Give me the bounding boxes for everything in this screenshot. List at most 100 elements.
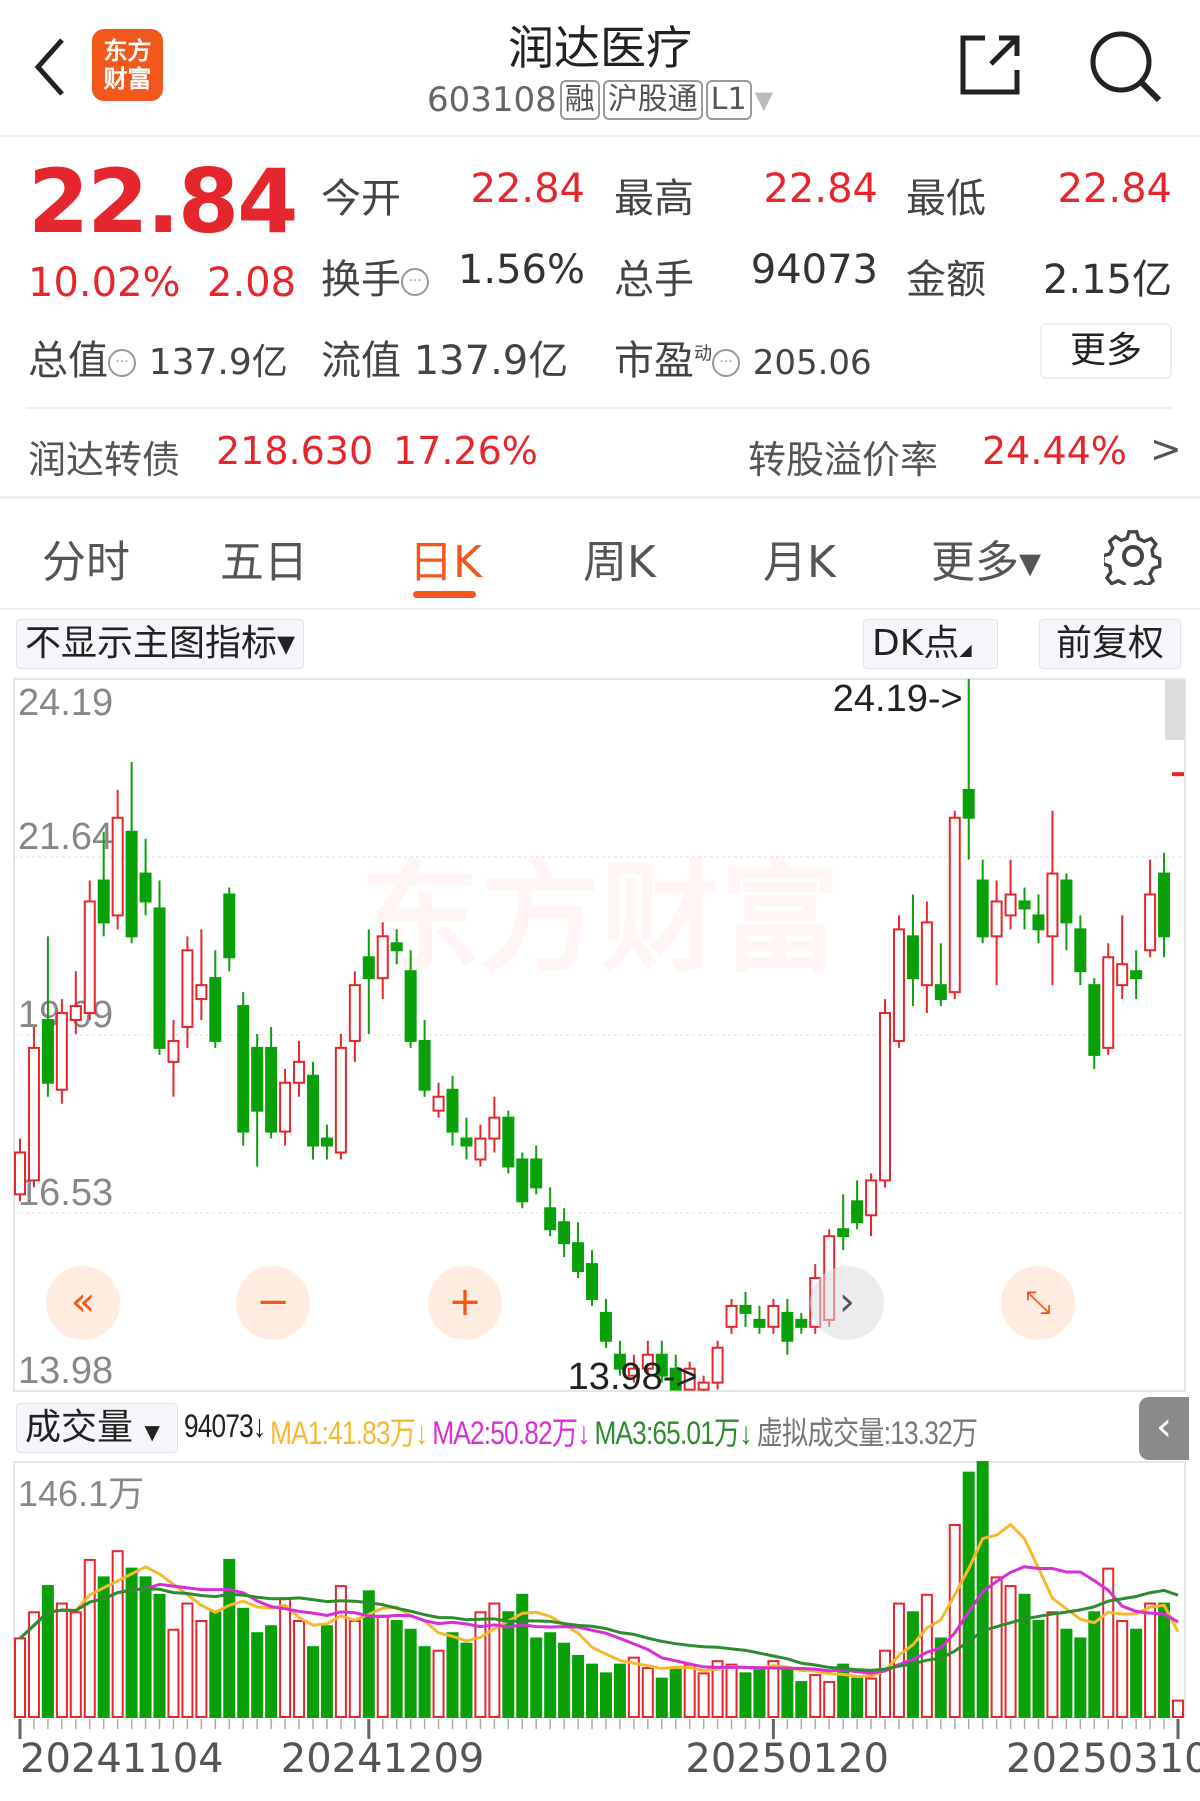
- info-icon[interactable]: ···: [108, 349, 136, 377]
- volume-bar: [167, 1628, 180, 1718]
- volume-bar: [348, 1620, 361, 1718]
- volume-bar: [1046, 1611, 1059, 1718]
- change-amount: 2.08: [207, 260, 297, 306]
- search-button[interactable]: [1085, 26, 1165, 110]
- candle-body: [376, 935, 389, 980]
- bond-pct: 17.26%: [393, 429, 538, 473]
- candle-body: [488, 1116, 501, 1140]
- float-mv-value: 137.9亿: [413, 338, 569, 384]
- candle-body: [851, 1200, 864, 1224]
- volume-bar: [725, 1663, 738, 1719]
- candle-body: [153, 907, 166, 1049]
- more-quote-button[interactable]: 更多: [1040, 323, 1172, 379]
- candle-body: [348, 984, 361, 1042]
- volume-bar: [809, 1674, 822, 1719]
- bond-price: 218.630: [216, 429, 374, 473]
- scroll-left-button[interactable]: «: [46, 1266, 120, 1340]
- volume-bar: [404, 1628, 417, 1718]
- volume-bar: [613, 1663, 626, 1719]
- volume-bar: [962, 1471, 975, 1718]
- volume-chart[interactable]: 146.1万: [0, 1460, 1200, 1740]
- volume-bar: [446, 1632, 459, 1719]
- volume-bar: [181, 1602, 194, 1718]
- zoom-in-button[interactable]: +: [428, 1266, 502, 1340]
- volume-bar: [1032, 1620, 1045, 1718]
- candle-body: [1074, 928, 1087, 973]
- volume-bar: [502, 1611, 515, 1718]
- candle-body: [195, 984, 208, 1001]
- zoom-out-button[interactable]: −: [236, 1266, 310, 1340]
- candle-body: [641, 1353, 654, 1370]
- volume-bar: [111, 1550, 124, 1718]
- back-button[interactable]: [30, 32, 70, 102]
- change-pct: 10.02%: [28, 260, 181, 306]
- app-logo[interactable]: 东方 财富: [92, 29, 163, 101]
- stock-code: 603108: [426, 80, 557, 120]
- tab-monthly-k[interactable]: 月K: [763, 537, 836, 588]
- volume-bar: [1102, 1567, 1115, 1718]
- ma1-value: MA1:41.83万↓: [270, 1415, 428, 1451]
- volume-bar: [767, 1660, 780, 1718]
- margin-tag: 融: [559, 80, 600, 120]
- candle-body: [432, 1095, 445, 1112]
- main-indicator-select[interactable]: 不显示主图指标▾: [16, 619, 305, 669]
- premium-label: 转股溢价率: [748, 438, 939, 482]
- dk-label: DK点: [872, 623, 960, 664]
- candle-body: [530, 1158, 543, 1189]
- volume-bar: [990, 1576, 1003, 1718]
- dk-point-button[interactable]: DK点◢: [863, 619, 998, 669]
- bond-row[interactable]: 润达转债 218.630 17.26% 转股溢价率 24.44% >: [0, 425, 1200, 485]
- share-icon: [960, 35, 1020, 95]
- adjust-select[interactable]: 前复权: [1039, 619, 1181, 669]
- amount-value: 2.15亿: [1042, 257, 1172, 303]
- candle-body: [1018, 900, 1031, 910]
- volume-bar: [488, 1602, 501, 1718]
- settings-button[interactable]: [1101, 527, 1162, 593]
- candle-body: [1004, 893, 1017, 917]
- volume-bar: [139, 1576, 152, 1718]
- candle-body: [516, 1158, 529, 1203]
- volume-bar: [934, 1637, 947, 1718]
- scroll-indicator: [1165, 680, 1185, 740]
- candle-body: [1102, 956, 1115, 1049]
- volume-bar: [655, 1677, 668, 1718]
- scroll-right-button[interactable]: ›: [810, 1266, 884, 1340]
- collapse-panel-button[interactable]: ‹: [1139, 1397, 1189, 1460]
- candle-body: [1172, 772, 1184, 777]
- volume-bar: [781, 1667, 794, 1718]
- turnover-label: 换手 ···: [321, 247, 429, 305]
- candle-body: [697, 1381, 710, 1391]
- candle-body: [627, 1367, 640, 1377]
- candle-body: [446, 1088, 459, 1133]
- candlestick-chart[interactable]: 24.1921.6419.0916.5313.98东方财富24.19->13.9…: [0, 670, 1200, 1400]
- volume-bar: [209, 1611, 222, 1718]
- share-button[interactable]: [955, 30, 1025, 104]
- tab-5day[interactable]: 五日: [220, 537, 308, 588]
- tab-more[interactable]: 更多▾: [931, 537, 1042, 588]
- info-icon[interactable]: ···: [401, 268, 429, 296]
- tab-weekly-k[interactable]: 周K: [583, 537, 656, 588]
- candle-body: [320, 1137, 333, 1147]
- virtual-volume: 虚拟成交量:13.32万: [756, 1415, 978, 1451]
- volume-bar: [1004, 1585, 1017, 1718]
- volume-indicator-select[interactable]: 成交量 ▼: [16, 1403, 178, 1453]
- section-divider: [0, 496, 1200, 499]
- fullscreen-button[interactable]: ⤡: [1001, 1266, 1075, 1340]
- candle-body: [1116, 963, 1129, 987]
- pe-sup: 动: [694, 343, 712, 365]
- tab-intraday[interactable]: 分时: [42, 537, 130, 588]
- last-price: 22.84: [28, 150, 298, 253]
- volume-value: 94073: [750, 247, 878, 293]
- volume-bar: [1158, 1602, 1171, 1718]
- volume-bar: [376, 1614, 389, 1718]
- watermark: 东方财富: [360, 850, 840, 989]
- candle-body: [558, 1221, 571, 1245]
- stock-code-line[interactable]: 603108 融 沪股通 L1 ▼: [0, 80, 1200, 120]
- volume-bar: [683, 1663, 696, 1719]
- volume-bar: [879, 1649, 892, 1718]
- info-icon[interactable]: ···: [712, 349, 740, 377]
- volume-bar: [599, 1672, 612, 1719]
- tab-daily-k[interactable]: 日K: [409, 537, 482, 588]
- divider: [0, 608, 1200, 610]
- float-mv-label: 流值: [321, 338, 401, 384]
